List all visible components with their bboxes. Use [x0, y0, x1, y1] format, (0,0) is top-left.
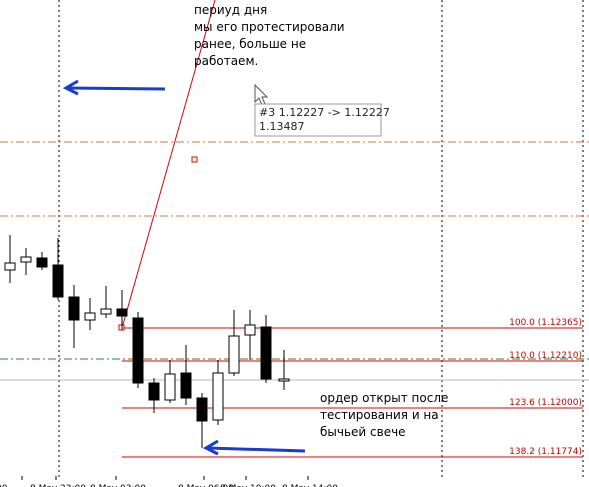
candle-body	[116, 308, 128, 317]
time-label: 00	[0, 484, 8, 487]
candle-body	[4, 262, 16, 271]
annotation-text: тестирования и на	[320, 408, 439, 422]
candles	[4, 235, 290, 448]
tooltip	[254, 103, 382, 137]
fib-label: 100.0 (1.12365)	[509, 318, 582, 328]
candle-body	[84, 312, 96, 321]
candle-body	[52, 264, 64, 298]
time-label: 8 May 03:00	[90, 484, 146, 487]
candle-body	[36, 257, 48, 268]
fib-label: 123.6 (1.12000)	[509, 398, 582, 408]
trend-anchor[interactable]	[191, 156, 198, 163]
annotation-text: бычьей свече	[320, 425, 406, 439]
annotation-text: мы его протестировали	[194, 20, 345, 34]
time-label: 8 May 14:00	[282, 484, 338, 487]
candle-body	[148, 382, 160, 401]
candle-body	[20, 256, 32, 263]
candle-body	[244, 324, 256, 336]
candle-body	[278, 378, 290, 382]
candle-body	[260, 326, 272, 380]
candle-body	[212, 372, 224, 421]
candle-body	[68, 296, 80, 321]
candle-body	[132, 317, 144, 384]
level-lines	[0, 141, 589, 217]
annotation-text: периуд дня	[194, 3, 267, 17]
fib-label: 138.2 (1.11774)	[509, 447, 582, 457]
annotation-text: ранее, больше не	[194, 37, 306, 51]
tooltip-line: #3 1.12227 -> 1.12227	[259, 106, 390, 119]
arrows	[62, 79, 306, 456]
candle-body	[228, 335, 240, 374]
candle-body	[100, 308, 112, 315]
annotation-text: ордер открыт после	[320, 391, 448, 405]
candle-body	[196, 397, 208, 422]
time-label: 8 May 06:00	[178, 484, 234, 487]
time-label: 8 May 10:00	[220, 484, 276, 487]
candle-body	[180, 372, 192, 399]
tooltip-line: 1.13487	[259, 120, 305, 133]
fib-label: 110.0 (1.12210)	[509, 351, 582, 361]
time-label: 8 May 23:00	[30, 484, 86, 487]
candle-body	[164, 373, 176, 401]
trend-line	[121, 0, 216, 329]
annotation-text: работаем.	[194, 54, 258, 68]
